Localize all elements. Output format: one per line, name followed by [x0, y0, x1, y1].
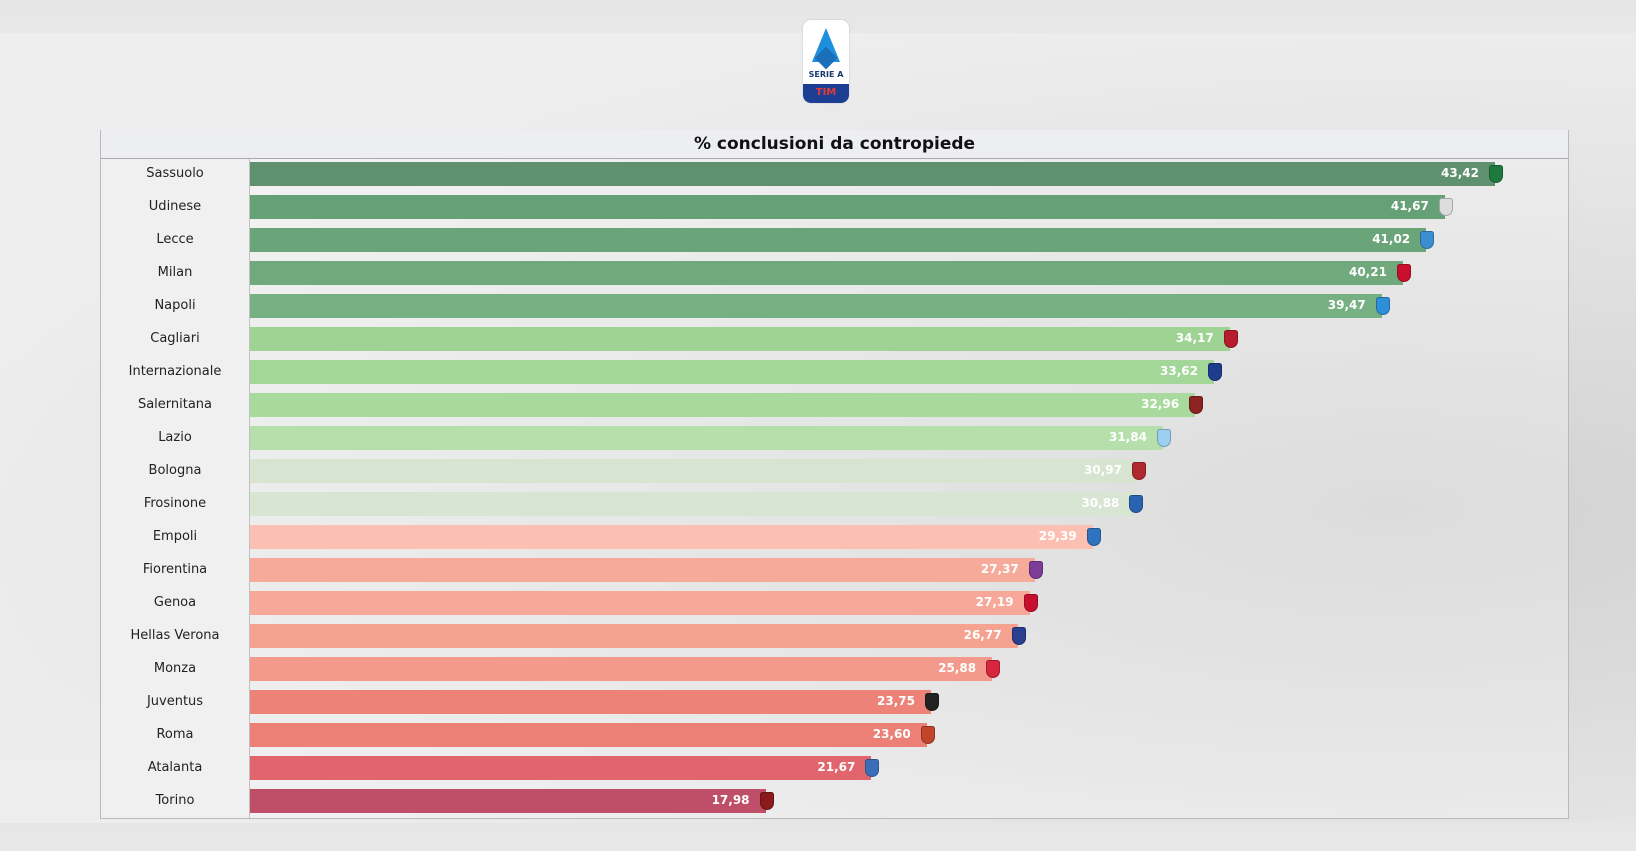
value-label: 32,96	[1141, 397, 1180, 411]
value-label: 25,88	[938, 661, 977, 675]
bar	[250, 690, 931, 714]
bar	[250, 723, 927, 747]
value-label: 21,67	[817, 760, 856, 774]
value-label: 23,60	[872, 727, 911, 741]
team-crest-icon	[1028, 561, 1043, 579]
bar	[250, 327, 1230, 351]
team-crest-icon	[986, 660, 1001, 678]
team-crest-icon	[1438, 198, 1453, 216]
team-crest-icon	[1156, 429, 1171, 447]
category-label: Torino	[155, 793, 195, 808]
logo-text: SERIE A	[808, 70, 844, 79]
team-crest-icon	[920, 726, 935, 744]
category-label: Juventus	[146, 694, 204, 709]
value-label: 43,42	[1441, 166, 1479, 180]
bar	[250, 195, 1445, 219]
logo-sponsor: TIM	[803, 84, 849, 103]
team-crest-icon	[1011, 627, 1026, 645]
category-label: Salernitana	[137, 397, 213, 412]
value-label: 33,62	[1160, 364, 1198, 378]
bar	[250, 525, 1093, 549]
team-crest-icon	[1208, 363, 1222, 381]
team-crest-icon	[1375, 297, 1390, 315]
team-crest-icon	[924, 693, 939, 711]
bar	[250, 294, 1382, 318]
category-label: Frosinone	[143, 496, 207, 511]
value-label: 31,84	[1108, 430, 1147, 444]
chart-title: % conclusioni da contropiede	[101, 130, 1568, 159]
team-crest-icon	[1132, 462, 1147, 480]
team-crest-icon	[1129, 495, 1144, 513]
value-label: 34,17	[1175, 331, 1214, 345]
team-crest-icon	[759, 792, 774, 810]
value-label: 30,88	[1081, 496, 1120, 510]
bar-chart: % conclusioni da contropiede Sassuolo 43,…	[100, 130, 1569, 819]
category-label: Internazionale	[128, 364, 222, 379]
bar	[250, 162, 1495, 186]
value-label: 40,21	[1348, 265, 1387, 279]
bar	[250, 360, 1214, 384]
value-label: 17,98	[711, 793, 750, 807]
category-label: Lecce	[156, 232, 194, 247]
bar	[250, 756, 872, 780]
bar	[250, 492, 1136, 516]
category-label: Empoli	[152, 529, 198, 544]
category-label: Genoa	[153, 595, 197, 610]
value-label: 41,67	[1390, 199, 1429, 213]
bar	[250, 624, 1018, 648]
bar	[250, 261, 1403, 285]
category-label: Napoli	[154, 298, 196, 313]
category-label: Hellas Verona	[130, 628, 220, 643]
category-label: Lazio	[158, 430, 192, 445]
value-label: 27,19	[975, 595, 1014, 609]
value-label: 29,39	[1038, 529, 1077, 543]
value-label: 26,77	[963, 628, 1002, 642]
category-label: Bologna	[148, 463, 202, 478]
category-label-column	[101, 159, 250, 818]
bar	[250, 393, 1196, 417]
bar	[250, 459, 1139, 483]
value-label: 27,37	[980, 562, 1019, 576]
value-label: 39,47	[1327, 298, 1366, 312]
bar	[250, 228, 1427, 252]
category-label: Monza	[153, 661, 197, 676]
team-crest-icon	[1086, 528, 1101, 546]
category-label: Sassuolo	[146, 166, 204, 181]
team-crest-icon	[865, 759, 880, 777]
team-crest-icon	[1489, 165, 1503, 183]
team-crest-icon	[1023, 594, 1038, 612]
category-label: Fiorentina	[142, 562, 208, 577]
bar	[250, 426, 1163, 450]
value-label: 41,02	[1372, 232, 1411, 246]
team-crest-icon	[1396, 264, 1411, 282]
category-label: Roma	[156, 727, 194, 742]
team-crest-icon	[1223, 330, 1238, 348]
bar	[250, 789, 766, 813]
category-label: Milan	[157, 265, 193, 280]
bar	[250, 657, 993, 681]
bar	[250, 591, 1030, 615]
category-label: Cagliari	[150, 331, 200, 346]
team-crest-icon	[1420, 231, 1435, 249]
bar	[250, 558, 1035, 582]
category-label: Atalanta	[147, 760, 203, 775]
category-label: Udinese	[148, 199, 202, 214]
value-label: 23,75	[877, 694, 915, 708]
value-label: 30,97	[1084, 463, 1123, 477]
team-crest-icon	[1189, 396, 1204, 414]
serie-a-logo: SERIE A TIM	[803, 20, 849, 103]
